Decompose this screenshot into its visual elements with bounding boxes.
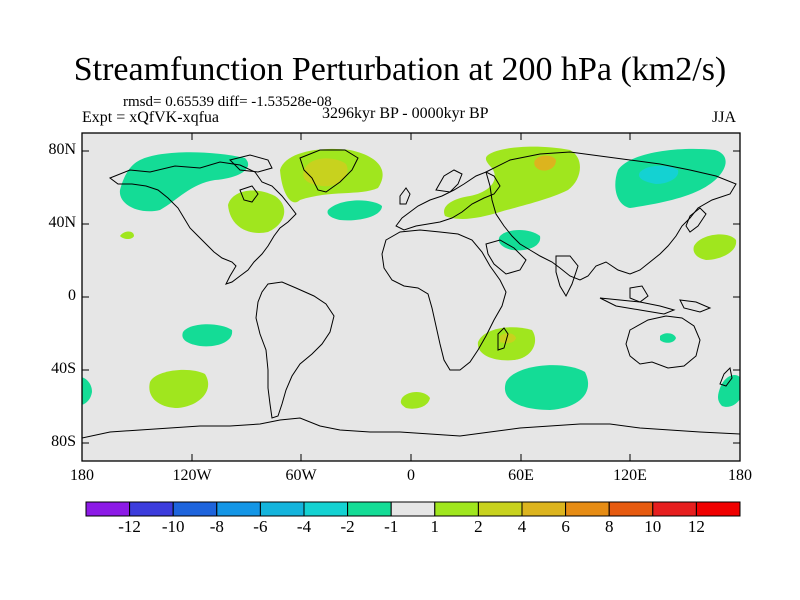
field-greenland-core: [303, 158, 348, 187]
colorbar-box-15: [695, 501, 741, 517]
plot-title: Streamfunction Perturbation at 200 hPa (…: [73, 51, 727, 88]
colorbar-box-1: [85, 501, 131, 517]
field-spacific-positive: [149, 369, 209, 408]
colorbar-label: -10: [161, 517, 185, 536]
colorbar-label: 8: [604, 517, 614, 536]
field-eurasia-core: [534, 155, 556, 171]
xtick-label-180e: 180: [728, 467, 752, 484]
field-saustralia-negative: [660, 333, 676, 343]
coast-greenland: [299, 149, 359, 193]
coast-north-america: [108, 161, 297, 285]
ytick-label-0: 0: [68, 287, 76, 304]
tick-marks: [82, 133, 740, 461]
period-label: 3296kyr BP - 0000kyr BP: [322, 105, 489, 122]
field-se-pacific-negative: [82, 377, 92, 405]
xtick-label-0: 0: [407, 467, 415, 484]
field-npacific-negative: [119, 152, 249, 212]
coast-india: [555, 255, 579, 298]
colorbar-box-12: [565, 501, 610, 517]
coast-new-guinea: [679, 299, 712, 313]
colorbar-box-7: [347, 501, 392, 517]
colorbar-box-2: [129, 501, 174, 517]
coast-new-zealand: [719, 366, 733, 387]
field-nasia-core: [638, 165, 679, 184]
field-spacific-negative: [182, 324, 233, 347]
colorbar-label: 1: [430, 517, 440, 536]
colorbar-label: -1: [384, 517, 399, 536]
colorbar-label: -4: [296, 517, 312, 536]
coast-arabia: [485, 239, 527, 275]
colorbar-label: 2: [474, 517, 483, 536]
coast-australia: [625, 315, 701, 369]
field-natlantic-negative: [327, 200, 382, 221]
coast-uk: [399, 187, 411, 205]
coast-japan: [685, 207, 707, 233]
colorbar-label: 12: [687, 517, 705, 536]
xtick-label-120e: 120E: [613, 467, 647, 484]
colorbar-box-4: [216, 501, 261, 517]
coast-scandinavia: [435, 169, 463, 193]
field-pacific-small: [120, 231, 134, 239]
ytick-label-80n: 80N: [48, 141, 76, 158]
coast-indonesia: [599, 297, 676, 315]
coast-europe: [395, 171, 501, 231]
coast-africa: [381, 229, 507, 371]
field-sindian-negative: [504, 365, 589, 410]
colorbar-label: -12: [118, 517, 141, 536]
colorbar-box-8: [390, 501, 436, 517]
xtick-label-120w: 120W: [172, 467, 212, 484]
colorbar-box-14: [652, 501, 697, 517]
ytick-label-40n: 40N: [48, 214, 76, 231]
season-label: JJA: [712, 109, 737, 126]
coast-antarctica: [82, 417, 740, 439]
ytick-label-40s: 40S: [51, 360, 76, 377]
experiment-label: Expt = xQfVK-xqfua: [82, 109, 219, 126]
ytick-label-80s: 80S: [51, 433, 76, 450]
colorbar-label: 10: [644, 517, 662, 536]
colorbar-label: -8: [209, 517, 224, 536]
colorbar-label: 4: [517, 517, 527, 536]
coast-hudson-bay: [239, 185, 259, 203]
colorbar-label: -2: [340, 517, 355, 536]
field-madagascar-core: [500, 333, 516, 344]
field-namerica-positive: [228, 190, 285, 233]
field-wpacific-positive: [693, 234, 737, 260]
coastlines: [82, 149, 740, 439]
field-swpacific-negative: [718, 375, 740, 407]
coast-south-america: [255, 281, 335, 419]
colorbar-box-5: [259, 501, 305, 517]
coast-borneo: [629, 285, 649, 303]
colorbar-box-11: [521, 501, 567, 517]
colorbar-box-3: [172, 501, 218, 517]
coast-arctic-islands: [229, 154, 273, 173]
colorbar-box-9: [434, 501, 479, 517]
xtick-label-180w: 180: [70, 467, 94, 484]
stats-text: rmsd= 0.65539 diff= -1.53528e-08: [123, 94, 332, 110]
colorbar: [85, 501, 741, 517]
colorbar-label: -6: [253, 517, 268, 536]
coast-asia: [485, 151, 737, 281]
coast-madagascar: [497, 327, 509, 351]
colorbar-box-13: [608, 501, 654, 517]
colorbar-box-6: [303, 501, 349, 517]
colorbar-box-10: [477, 501, 523, 517]
xtick-label-60e: 60E: [508, 467, 534, 484]
field-satlantic-positive: [400, 392, 430, 409]
xtick-label-60w: 60W: [285, 467, 317, 484]
colorbar-label: 6: [561, 517, 570, 536]
field-madagascar-positive: [477, 327, 536, 361]
